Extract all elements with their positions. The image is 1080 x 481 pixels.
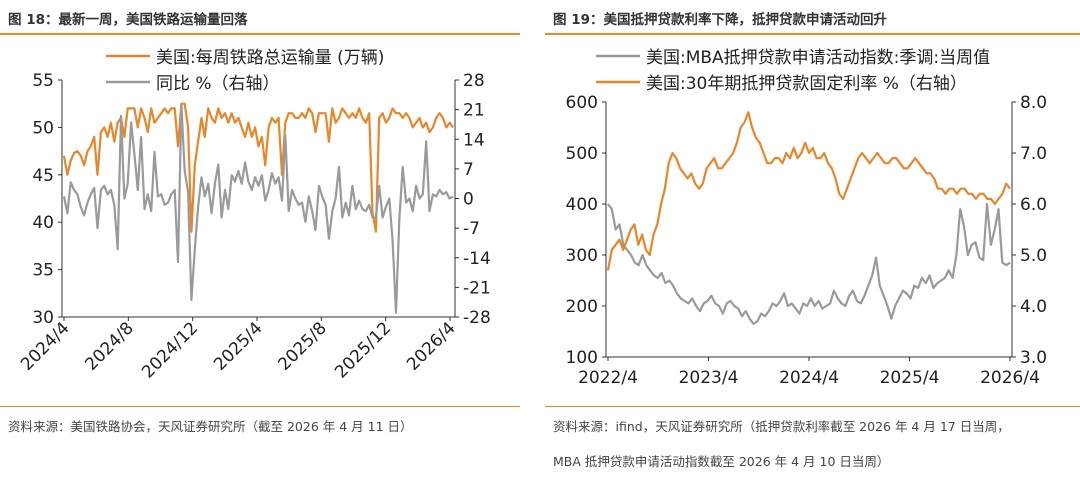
right-right-tick-label: 4.0	[1020, 297, 1047, 317]
right-source-line2: MBA 抵押贷款申请活动指数截至 2026 年 4 月 10 日当周）	[553, 454, 890, 469]
left-legend-label-2: 同比 %（右轴）	[156, 74, 280, 94]
left-right-tick-label: -28	[463, 308, 491, 328]
left-top-rule	[0, 33, 520, 35]
left-bottom-rule	[0, 406, 520, 407]
right-series-line-1	[607, 202, 1011, 325]
left-right-tick-label: -7	[463, 219, 480, 239]
right-left-tick-label: 500	[566, 144, 598, 164]
right-right-tick-label: 5.0	[1020, 246, 1047, 266]
left-right-tick-label: -21	[463, 278, 491, 298]
left-chart-title: 图 18：最新一周，美国铁路运输量回落	[8, 12, 248, 28]
left-left-tick-label: 50	[32, 118, 54, 138]
right-left-tick-label: 100	[566, 348, 598, 368]
left-right-tick-label: -14	[463, 249, 491, 269]
right-left-tick-label: 200	[566, 297, 598, 317]
right-x-tick-label: 2023/4	[679, 368, 739, 388]
right-left-tick-label: 300	[566, 246, 598, 266]
right-legend-label-2: 美国:30年期抵押贷款固定利率 %（右轴）	[646, 74, 967, 94]
right-legend-label-1: 美国:MBA抵押贷款申请活动指数:季调:当周值	[646, 48, 990, 68]
right-left-tick-label: 600	[566, 93, 598, 113]
left-right-tick-label: 28	[463, 71, 485, 91]
left-left-tick-label: 45	[32, 166, 54, 186]
right-x-tick-label: 2024/4	[779, 368, 839, 388]
right-right-tick-label: 3.0	[1020, 348, 1047, 368]
right-right-tick-label: 8.0	[1020, 93, 1047, 113]
right-right-tick-label: 6.0	[1020, 195, 1047, 215]
left-left-tick-label: 35	[32, 261, 54, 281]
left-legend-label-1: 美国:每周铁路总运输量 (万辆)	[156, 48, 384, 68]
right-top-rule	[545, 33, 1080, 35]
right-x-tick-label: 2022/4	[578, 368, 638, 388]
left-right-tick-label: 0	[463, 190, 474, 210]
left-right-tick-label: 21	[463, 101, 485, 121]
right-chart-title: 图 19：美国抵押贷款利率下降，抵押贷款申请活动回升	[553, 12, 887, 28]
left-right-tick-label: 14	[463, 130, 485, 150]
right-x-tick-label: 2025/4	[880, 368, 940, 388]
left-right-tick-label: 7	[463, 160, 474, 180]
left-series-line-2	[62, 104, 454, 314]
right-bottom-rule	[545, 406, 1080, 407]
left-series-line-1	[62, 102, 454, 233]
right-series-line-2	[606, 111, 1011, 271]
left-left-tick-label: 30	[32, 308, 54, 328]
left-source: 资料来源：美国铁路协会，天风证券研究所（截至 2026 年 4 月 11 日）	[8, 419, 413, 434]
right-left-tick-label: 400	[566, 195, 598, 215]
right-x-tick-label: 2026/4	[980, 368, 1040, 388]
left-left-tick-label: 55	[32, 71, 54, 91]
left-left-tick-label: 40	[32, 213, 54, 233]
right-right-tick-label: 7.0	[1020, 144, 1047, 164]
right-source-line1: 资料来源：ifind，天风证券研究所（抵押贷款利率截至 2026 年 4 月 1…	[553, 419, 1010, 434]
